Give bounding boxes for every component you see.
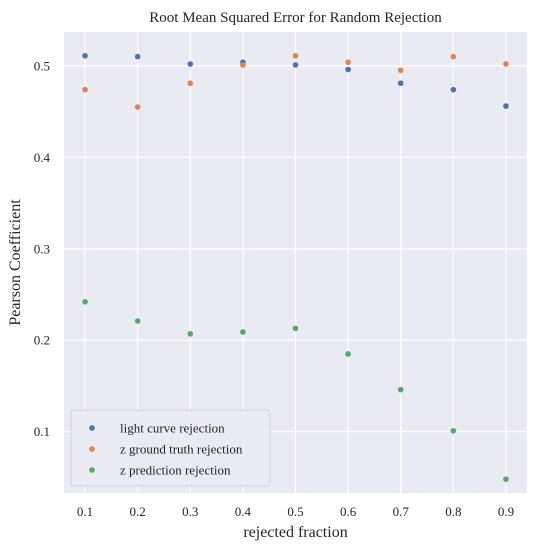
data-point-series-1: [134, 53, 141, 60]
data-points: [82, 52, 509, 483]
data-point-series-2: [450, 53, 457, 60]
legend-box: [70, 409, 271, 487]
legend-entry: z ground truth rejection: [120, 442, 243, 457]
data-point-series-2: [345, 59, 351, 65]
x-axis-label: rejected fraction: [243, 524, 347, 541]
y-axis-label: Pearson Coefficient: [7, 199, 24, 326]
data-point-series-1: [503, 103, 509, 109]
chart-title: Root Mean Squared Error for Random Rejec…: [149, 10, 442, 26]
data-point-series-1: [187, 61, 194, 67]
data-point-series-3: [82, 299, 88, 305]
data-point-series-2: [240, 62, 246, 68]
tick-labels: 0.1 0.2 0.3 0.4 0.5 0.6 0.7 0.8 0.9 0.1 0.2 0.3 0.4 0…: [34, 58, 514, 519]
legend-marker: [89, 467, 95, 473]
data-point-series-3: [397, 386, 404, 393]
data-point-series-2: [503, 61, 509, 67]
data-point-series-3: [503, 476, 509, 483]
x-tick-label: 0.5: [287, 504, 303, 519]
x-tick-label: 0.3: [182, 504, 198, 519]
x-tick-label: 0.6: [340, 504, 357, 519]
data-point-series-3: [450, 428, 457, 434]
y-tick-label: 0.4: [34, 150, 51, 165]
data-point-series-2: [397, 67, 404, 74]
legend-marker: [89, 425, 95, 431]
legend-entry: z prediction rejection: [120, 463, 231, 478]
data-point-series-3: [345, 351, 351, 357]
data-point-series-1: [450, 86, 457, 93]
x-tick-label: 0.2: [130, 504, 146, 519]
legend-marker: [89, 446, 95, 452]
data-point-series-1: [82, 52, 88, 59]
data-point-series-1: [397, 80, 404, 87]
y-tick-label: 0.1: [34, 424, 50, 439]
data-point-series-3: [187, 331, 194, 337]
y-tick-label: 0.5: [34, 58, 50, 73]
x-tick-label: 0.9: [498, 504, 514, 519]
x-tick-label: 0.1: [77, 504, 93, 519]
data-point-series-2: [292, 52, 299, 59]
data-point-series-1: [292, 62, 299, 68]
data-point-series-3: [240, 329, 246, 335]
data-point-series-3: [292, 325, 299, 332]
y-tick-label: 0.2: [34, 333, 50, 348]
data-point-series-3: [134, 318, 141, 324]
y-tick-label: 0.3: [34, 241, 50, 256]
data-point-series-2: [82, 86, 88, 93]
data-point-series-2: [187, 80, 194, 87]
x-tick-label: 0.8: [445, 504, 461, 519]
x-tick-label: 0.4: [235, 504, 252, 519]
data-point-series-1: [345, 66, 351, 73]
x-tick-label: 0.7: [393, 504, 410, 519]
legend: light curve rejection z ground truth reje…: [70, 409, 271, 487]
legend-entry: light curve rejection: [120, 421, 225, 436]
data-point-series-2: [134, 104, 141, 110]
